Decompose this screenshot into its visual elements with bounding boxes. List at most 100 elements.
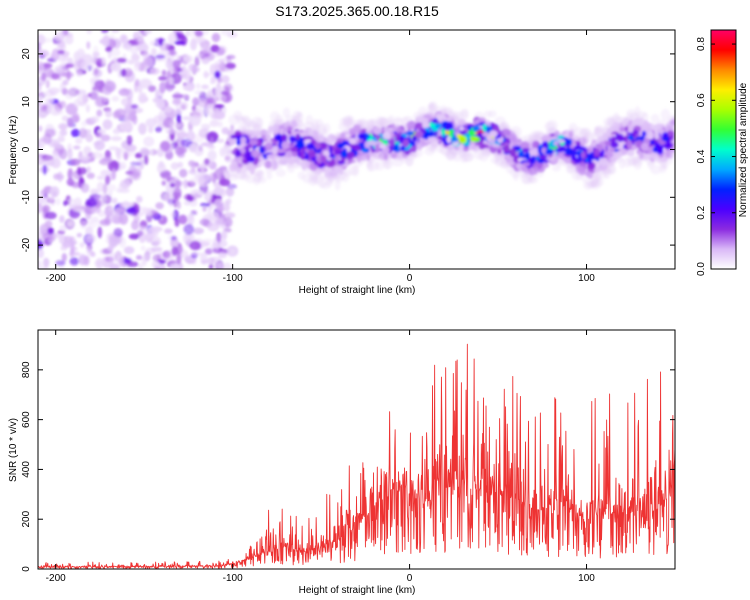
signal-blob — [415, 116, 425, 122]
signal-blob — [322, 150, 330, 157]
signal-blob — [240, 174, 250, 181]
noise-blob — [173, 109, 183, 115]
y-tick-label: 10 — [21, 96, 32, 108]
noise-blob — [59, 225, 68, 232]
signal-blob — [389, 138, 395, 147]
signal-blob — [393, 144, 398, 152]
noise-blob — [144, 30, 152, 34]
noise-blob — [57, 131, 63, 141]
signal-blob — [280, 133, 288, 142]
signal-blob — [339, 165, 344, 176]
signal-blob — [497, 149, 502, 154]
signal-blob — [446, 135, 452, 144]
noise-blob — [141, 52, 150, 58]
noise-blob — [67, 148, 73, 160]
noise-blob — [223, 83, 233, 91]
noise-blob — [50, 91, 57, 97]
noise-blob — [87, 64, 93, 72]
noise-blob — [102, 183, 108, 195]
noise-blob — [120, 161, 127, 170]
noise-blob — [66, 178, 75, 187]
colorbar-tick-label: 0.2 — [696, 205, 707, 219]
noise-blob — [38, 125, 43, 132]
noise-blob — [85, 104, 90, 113]
noise-blob — [91, 56, 96, 64]
noise-blob — [225, 187, 235, 197]
noise-blob — [38, 49, 50, 58]
noise-blob — [170, 211, 176, 218]
x-tick-label: 0 — [407, 273, 413, 284]
noise-blob — [219, 166, 228, 171]
noise-blob — [168, 201, 174, 207]
noise-blob — [44, 128, 56, 138]
signal-blob — [593, 148, 600, 156]
noise-blob — [38, 109, 42, 119]
noise-blob — [230, 248, 236, 256]
signal-blob — [482, 132, 490, 137]
noise-blob — [123, 246, 135, 255]
noise-blob — [218, 58, 226, 63]
noise-blob — [47, 103, 58, 108]
x-tick-label: -200 — [46, 273, 66, 284]
noise-blob — [223, 217, 233, 228]
noise-blob — [153, 41, 163, 47]
noise-blob — [192, 97, 200, 106]
signal-blob — [609, 163, 616, 175]
signal-blob — [526, 176, 536, 184]
noise-blob — [179, 168, 188, 178]
noise-blob — [90, 188, 99, 195]
signal-blob — [535, 156, 540, 161]
noise-blob — [138, 262, 143, 269]
noise-blob — [110, 136, 122, 142]
signal-blob — [261, 134, 266, 140]
chart-title: S173.2025.365.00.18.R15 — [275, 3, 439, 19]
noise-blob — [94, 194, 105, 205]
signal-blob — [627, 141, 633, 151]
noise-blob — [47, 227, 54, 235]
noise-blob — [192, 108, 205, 119]
signal-blob — [379, 143, 387, 149]
noise-blob — [174, 179, 181, 188]
noise-blob — [38, 260, 43, 269]
signal-blob — [433, 131, 438, 136]
signal-blob — [308, 129, 314, 138]
noise-blob — [73, 145, 81, 150]
snr-y-axis-label: SNR (10 * v/v) — [8, 418, 19, 482]
signal-blob — [297, 171, 306, 180]
noise-blob — [70, 158, 81, 166]
signal-blob — [306, 142, 315, 150]
signal-blob — [328, 138, 334, 145]
noise-blob — [78, 52, 85, 61]
noise-blob — [44, 220, 53, 228]
noise-blob — [166, 49, 178, 59]
noise-blob — [186, 194, 194, 202]
noise-blob — [75, 137, 83, 144]
noise-blob — [57, 49, 65, 55]
signal-blob — [300, 162, 305, 167]
noise-blob — [59, 123, 68, 131]
noise-blob — [204, 248, 213, 255]
noise-blob — [104, 149, 111, 160]
noise-blob — [198, 241, 211, 247]
signal-blob — [383, 151, 389, 161]
signal-blob — [576, 163, 581, 173]
noise-blob — [209, 119, 219, 127]
noise-blob — [108, 146, 119, 151]
noise-blob — [190, 160, 196, 173]
noise-blob — [53, 109, 65, 115]
noise-blob — [155, 202, 164, 210]
signal-blob — [501, 128, 511, 137]
noise-blob — [171, 246, 178, 256]
noise-blob — [149, 236, 161, 244]
noise-blob — [180, 35, 187, 41]
noise-blob — [210, 211, 220, 222]
noise-blob — [85, 197, 98, 208]
signal-blob — [627, 148, 635, 157]
noise-blob — [79, 242, 85, 248]
noise-blob — [172, 59, 181, 69]
noise-blob — [206, 131, 219, 143]
noise-blob — [44, 211, 57, 220]
noise-blob — [195, 83, 201, 90]
noise-blob — [225, 62, 236, 70]
noise-blob — [204, 158, 210, 166]
